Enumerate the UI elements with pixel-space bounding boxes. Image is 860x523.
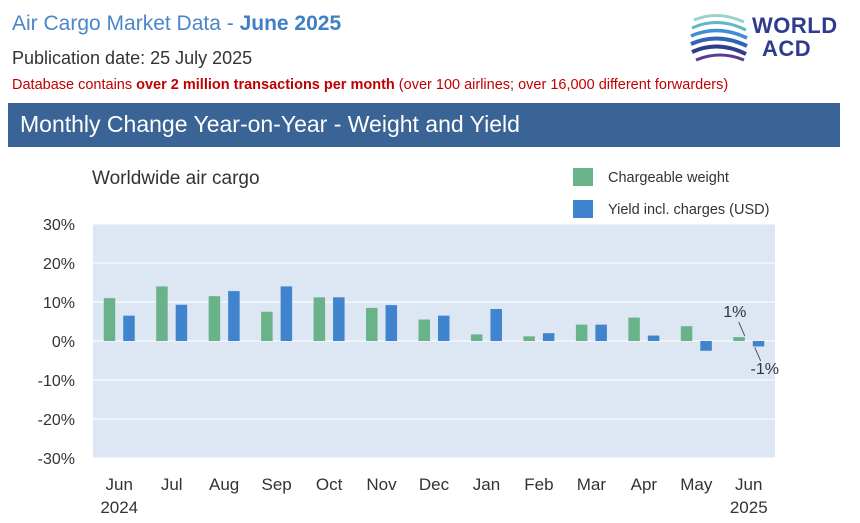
bar-yield: [490, 309, 502, 341]
x-tick-label: Sep: [261, 475, 291, 494]
bar-chargeable-weight: [261, 311, 273, 341]
legend-swatch: [573, 168, 593, 186]
x-tick-label: Jun: [735, 475, 762, 494]
bar-yield: [647, 335, 660, 341]
bar-chargeable-weight: [628, 317, 640, 341]
legend-swatch: [573, 200, 593, 218]
database-note: Database contains over 2 million transac…: [12, 77, 728, 93]
y-tick-label: -20%: [38, 412, 75, 429]
x-tick-label: Jan: [473, 475, 500, 494]
chart-container: 30% 20% 10% 0% -10% -20% -30% Worldwide air car…: [0, 150, 860, 523]
y-tick-label: 0%: [52, 334, 75, 351]
legend-label: Yield incl. charges (USD): [608, 202, 769, 218]
x-year-label: 2024: [100, 498, 138, 517]
report-title-month: June 2025: [239, 12, 342, 35]
annotation-yield-label: -1%: [751, 361, 779, 378]
y-tick-label: -30%: [38, 451, 75, 468]
annotation-leader-yield: [754, 347, 762, 362]
database-note-bold: over 2 million transactions per month: [136, 77, 395, 93]
x-tick-label: Aug: [209, 475, 239, 494]
bar-chargeable-weight: [733, 337, 745, 341]
section-title-bar: Monthly Change Year-on-Year - Weight and…: [8, 103, 840, 147]
bar-yield: [700, 341, 712, 351]
bar-chargeable-weight: [575, 324, 588, 341]
x-tick-label: Nov: [366, 475, 397, 494]
database-note-pre: Database contains: [12, 77, 137, 93]
bar-yield: [280, 286, 293, 341]
bar-yield: [542, 333, 555, 341]
database-note-post: (over 100 airlines; over 16,000 differen…: [394, 77, 729, 93]
bar-chargeable-weight: [470, 334, 483, 341]
bar-yield: [595, 324, 607, 341]
bar-chargeable-weight: [523, 336, 535, 341]
worldacd-logo: WORLD ACD: [688, 10, 848, 66]
bar-chargeable-weight: [418, 319, 430, 341]
bar-yield: [438, 315, 450, 341]
bar-yield: [175, 304, 188, 341]
publication-date: Publication date: 25 July 2025: [12, 48, 253, 68]
bar-chargeable-weight: [103, 298, 116, 341]
report-title: Air Cargo Market Data - June 2025: [12, 12, 341, 36]
section-title: Monthly Change Year-on-Year - Weight and…: [20, 111, 520, 137]
bar-yield: [752, 341, 765, 347]
x-tick-label: Jun: [106, 475, 133, 494]
bar-yield: [123, 315, 135, 341]
x-tick-label: Apr: [631, 475, 658, 494]
y-tick-label: 10%: [43, 295, 75, 312]
annotation-leader-weight: [738, 321, 746, 337]
bar-chargeable-weight: [366, 307, 378, 341]
y-tick-label: 30%: [43, 217, 75, 234]
annotation-weight-label: 1%: [723, 304, 746, 321]
logo-text: WORLD ACD: [752, 14, 838, 60]
worldacd-swoosh-logo-icon: [690, 14, 748, 62]
legend-label: Chargeable weight: [608, 170, 729, 186]
report-title-prefix: Air Cargo Market Data -: [12, 12, 234, 35]
logo-line2: ACD: [762, 36, 812, 61]
chart-title: Worldwide air cargo: [92, 168, 260, 189]
x-tick-label: Jul: [161, 475, 183, 494]
bar-yield: [333, 297, 345, 341]
y-tick-label: -10%: [38, 373, 75, 390]
x-tick-label: Oct: [316, 475, 343, 494]
x-year-label: 2025: [730, 498, 768, 517]
bar-chargeable-weight: [680, 326, 693, 341]
x-tick-label: Feb: [524, 475, 553, 494]
x-tick-label: Dec: [419, 475, 450, 494]
y-tick-label: 20%: [43, 256, 75, 273]
bar-chargeable-weight: [208, 296, 221, 341]
bar-chargeable-weight: [156, 286, 168, 341]
x-tick-label: May: [680, 475, 713, 494]
bar-chargeable-weight: [313, 297, 326, 341]
logo-line1: WORLD: [752, 13, 838, 38]
bar-yield: [385, 305, 398, 341]
x-tick-label: Mar: [577, 475, 607, 494]
yoy-bar-chart: 30% 20% 10% 0% -10% -20% -30% Worldwide air car…: [38, 168, 779, 517]
bar-yield: [228, 291, 240, 341]
